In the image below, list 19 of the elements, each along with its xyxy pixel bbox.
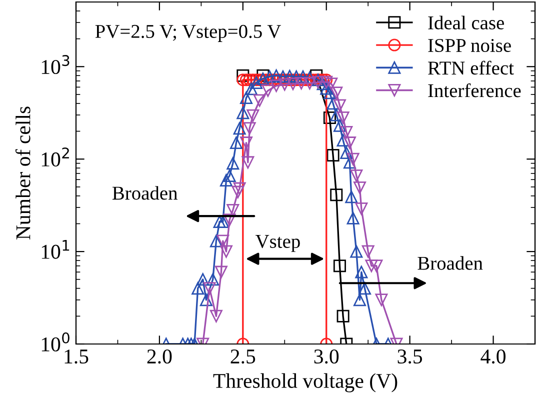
y-axis-title: Number of cells — [15, 106, 30, 240]
legend-label: Ideal case — [428, 16, 504, 30]
legend-label: RTN effect — [428, 60, 514, 75]
x-tick-label: 1.5 — [64, 350, 88, 364]
legend-label: ISPP noise — [428, 38, 511, 52]
y-tick-label: 10$^{1}$ — [42, 240, 70, 259]
x-tick-label: 4.0 — [480, 349, 506, 364]
x-axis-title: Threshold voltage (V) — [213, 373, 398, 392]
y-tick-label: 10$^{2}$ — [42, 147, 69, 166]
x-tick-label: 2.5 — [230, 350, 256, 364]
annotation: Broaden — [112, 186, 178, 200]
legend-label: Interference — [428, 83, 521, 98]
annotation: Broaden — [418, 256, 483, 270]
y-tick-label: 10$^{3}$ — [42, 55, 70, 74]
x-tick-label: 3.0 — [314, 349, 339, 364]
x-tick-label: 3.5 — [398, 350, 422, 364]
annotation: PV=2.5 V; Vstep=0.5 V — [95, 24, 281, 42]
x-tick-label: 2.0 — [147, 349, 172, 364]
annotation: Vstep — [255, 235, 300, 252]
